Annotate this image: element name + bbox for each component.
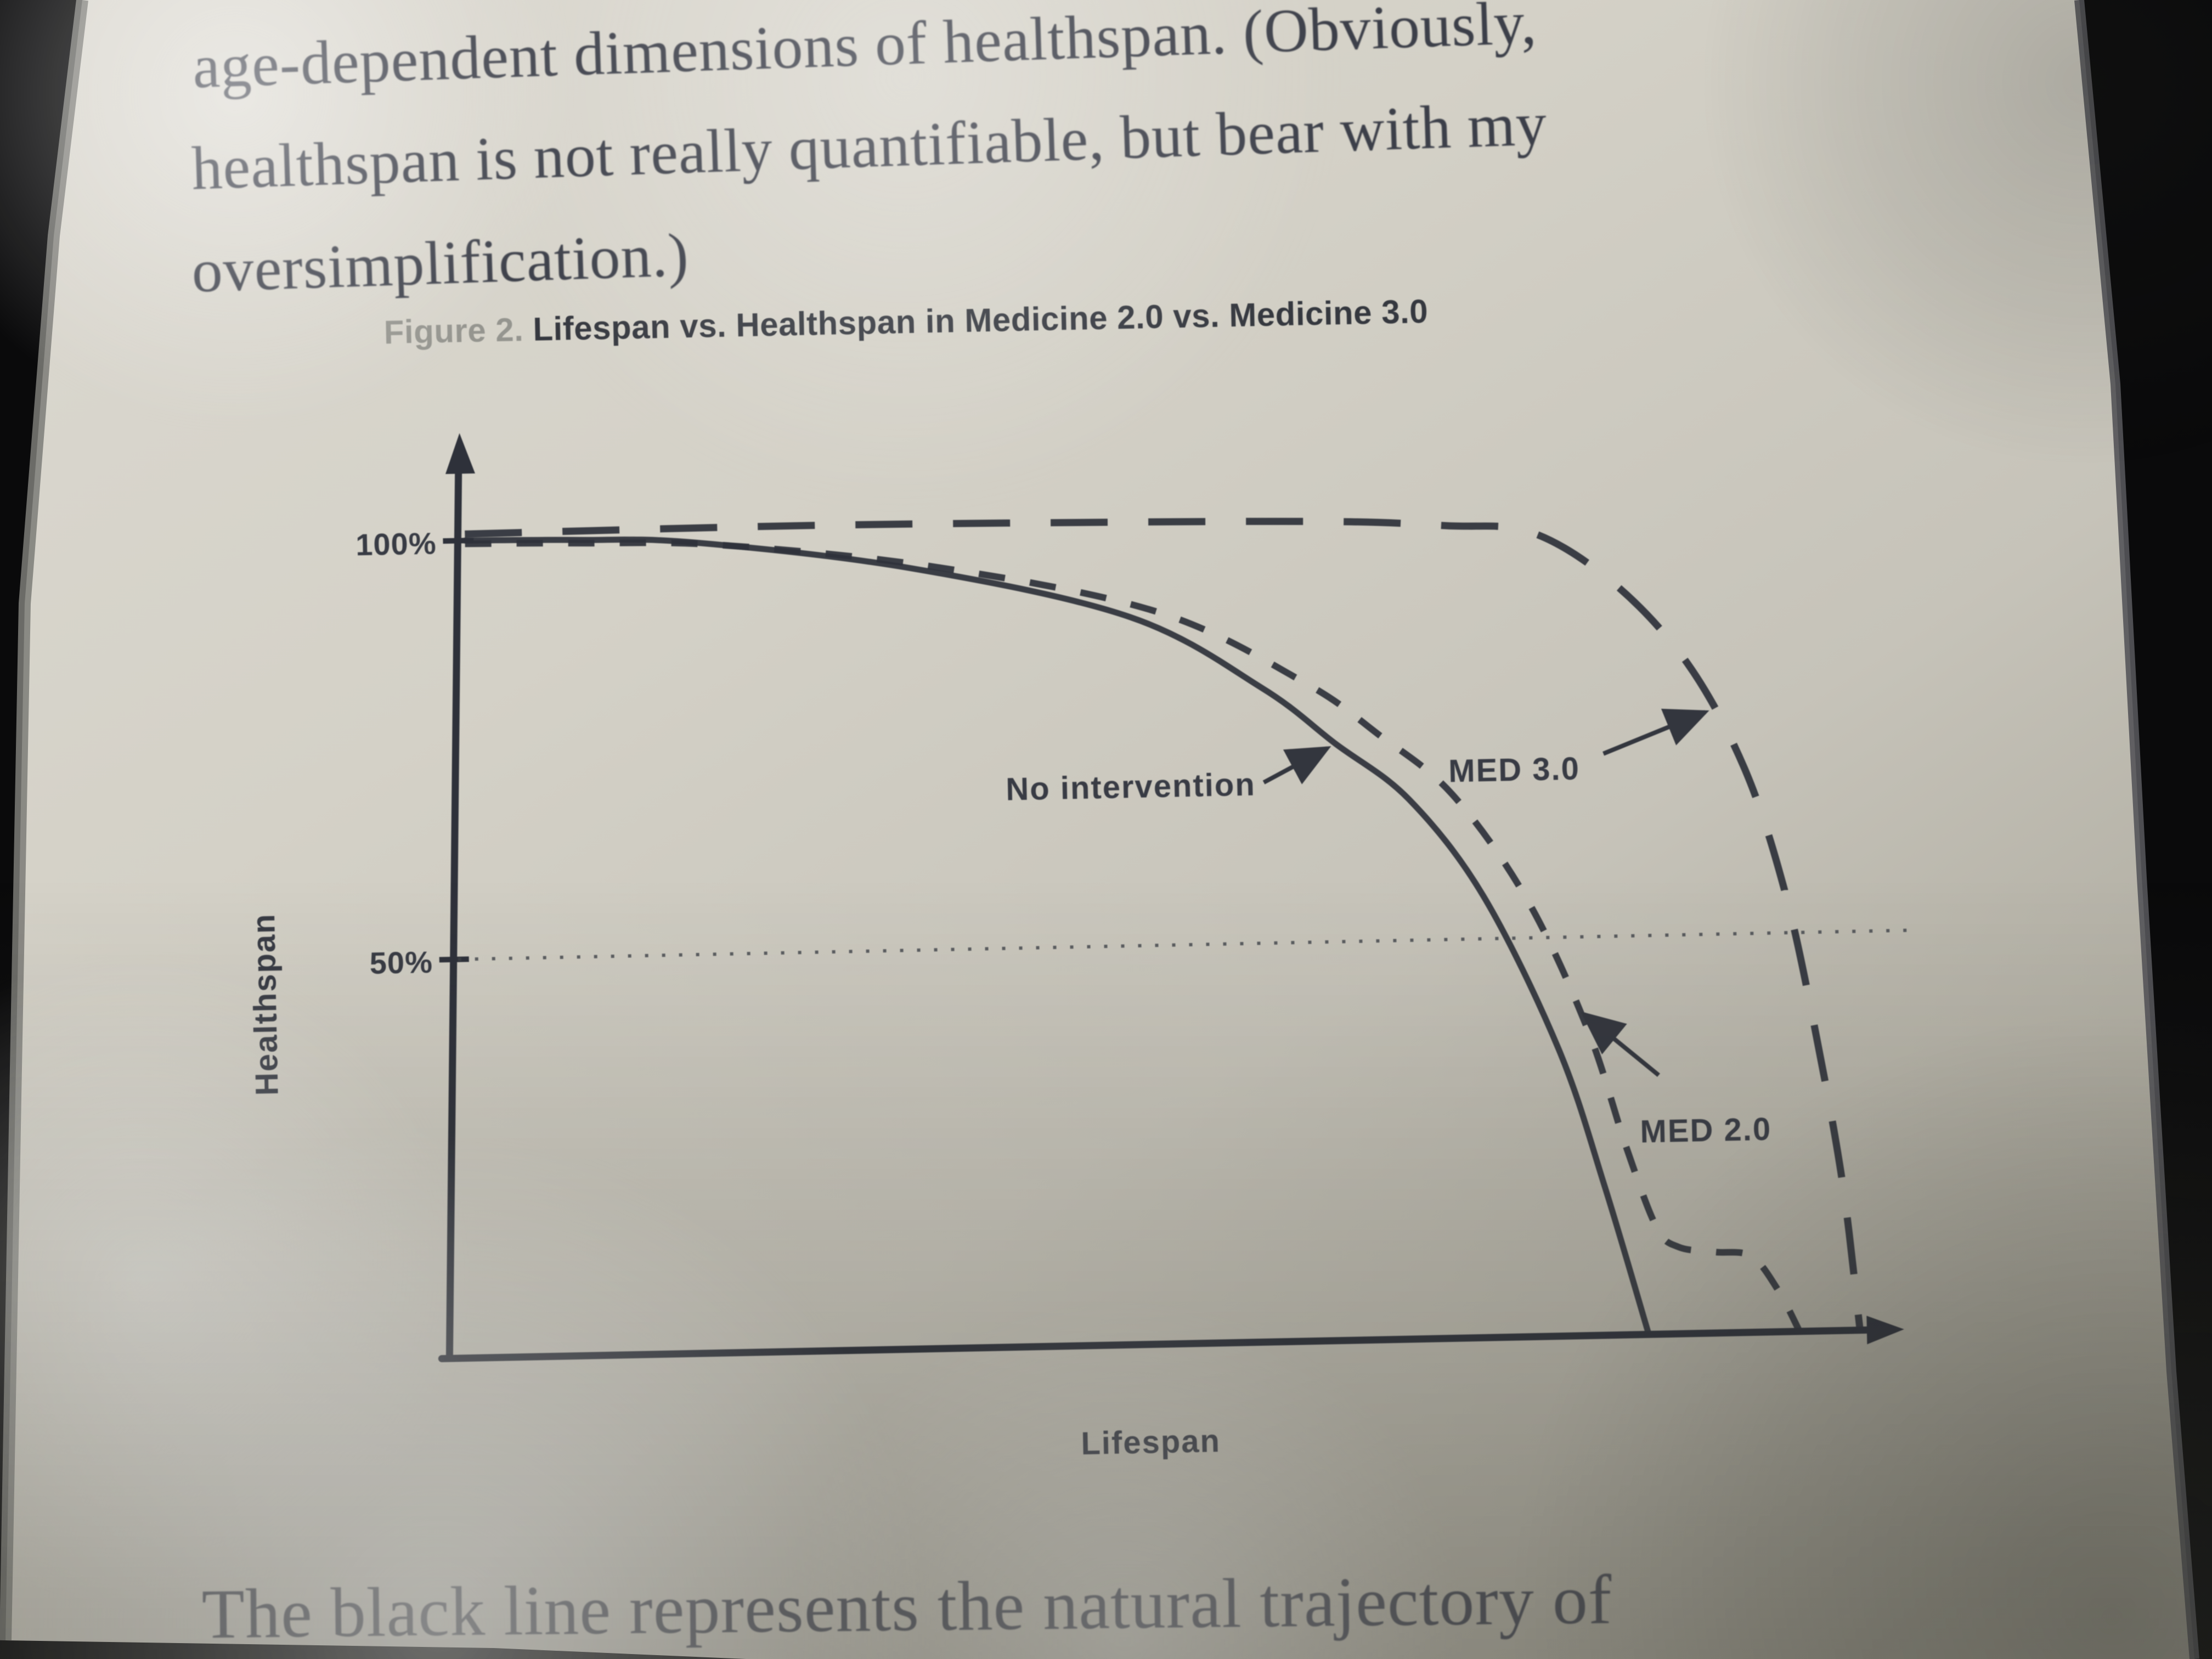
ytick-50-mark xyxy=(439,956,469,963)
annotation-no-intervention: No intervention xyxy=(1006,746,1331,808)
figure-caption-prefix: Figure 2. xyxy=(383,311,524,351)
ytick-50-label: 50% xyxy=(369,945,433,980)
annotation-no-intervention-label: No intervention xyxy=(1006,767,1256,808)
annotation-med-3-0-label: MED 3.0 xyxy=(1448,751,1581,789)
annotation-med-2-0-label: MED 2.0 xyxy=(1640,1111,1772,1150)
annotation-med-3-0-arrow xyxy=(1602,708,1709,756)
annotation-no-intervention-arrow xyxy=(1262,746,1331,785)
ytick-100-label: 100% xyxy=(356,526,437,562)
bottom-paragraph: The black line represents the natural tr… xyxy=(201,1560,1612,1653)
y-axis-label: Healthspan xyxy=(246,913,285,1096)
bottom-text-line: The black line represents the natural tr… xyxy=(201,1560,1612,1653)
x-axis-label: Lifespan xyxy=(1081,1423,1221,1462)
annotation-med-3-0: MED 3.0 xyxy=(1448,708,1709,789)
